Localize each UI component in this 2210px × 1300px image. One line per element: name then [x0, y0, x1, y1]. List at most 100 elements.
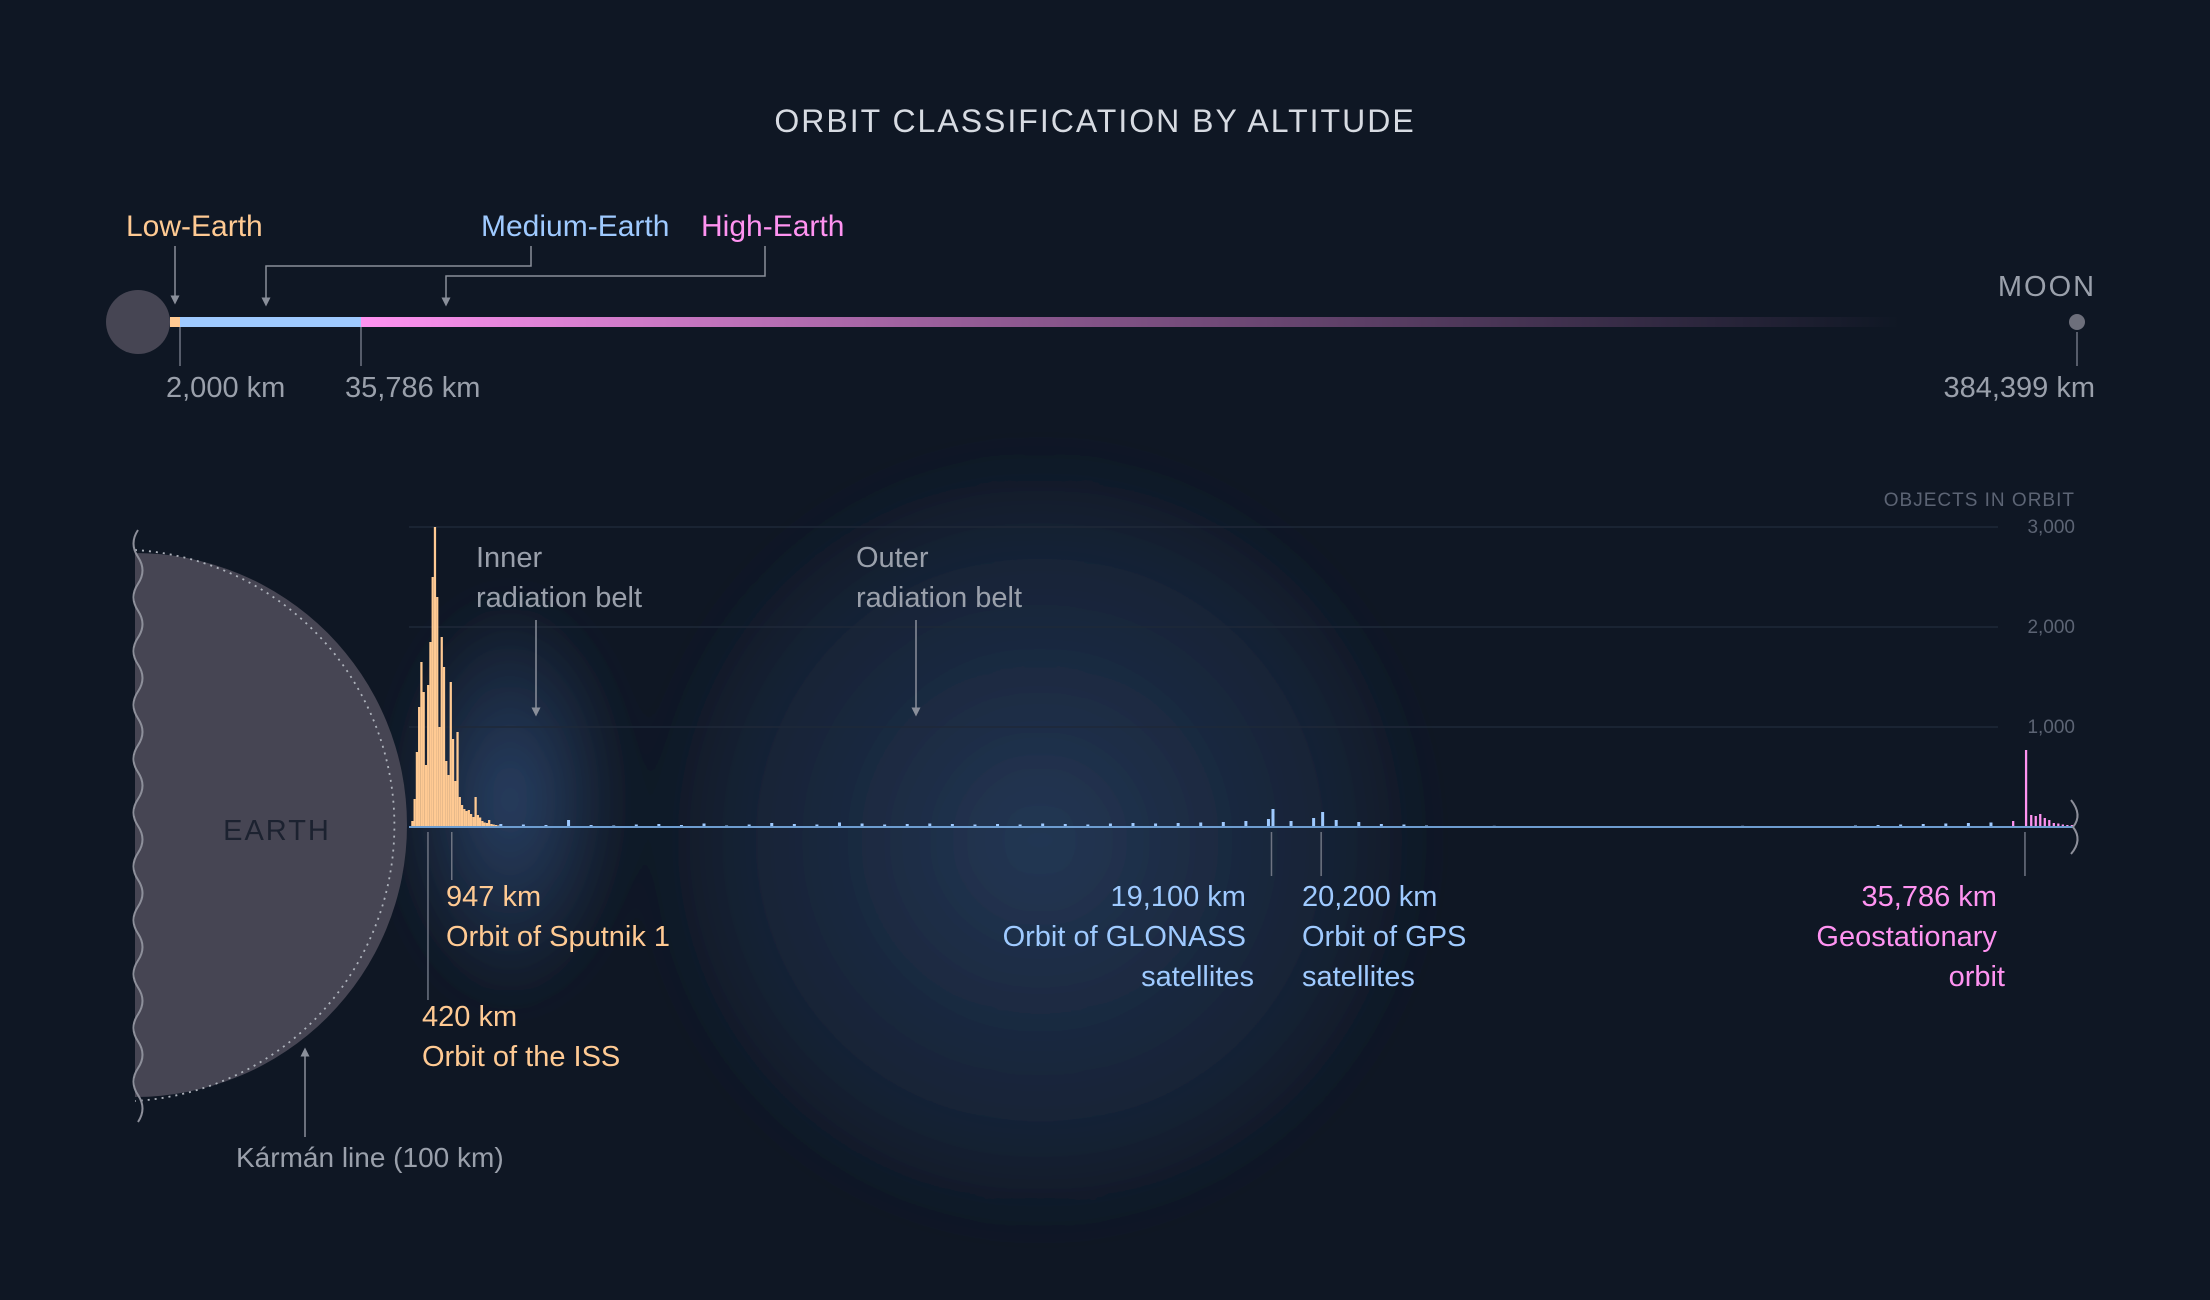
histogram-bar — [1266, 819, 1270, 827]
geo-annotation: 35,786 km Geostationary orbit — [1816, 881, 2005, 993]
chart-title: ORBIT CLASSIFICATION BY ALTITUDE — [774, 103, 1415, 139]
histogram: 1,000 2,000 3,000 OBJECTS IN ORBIT — [409, 490, 2079, 855]
histogram-bar — [1041, 823, 1045, 827]
histogram-bar — [1402, 824, 1406, 827]
inner-belt-label: Inner radiation belt — [476, 542, 642, 614]
histogram-bar — [815, 824, 819, 827]
histogram-bar — [429, 642, 432, 827]
y-tick-label: 1,000 — [2027, 717, 2075, 738]
histogram-bar — [1966, 823, 1970, 827]
histogram-bar — [1989, 822, 1993, 827]
histogram-bar — [928, 823, 932, 827]
histogram-bar — [2030, 815, 2033, 827]
histogram-bar — [1334, 820, 1338, 827]
histogram-bar — [1199, 822, 1203, 827]
histogram-bar — [1944, 823, 1948, 827]
histogram-bar — [481, 821, 484, 827]
y-grid: 1,000 2,000 3,000 — [409, 517, 2075, 738]
histogram-bar — [973, 824, 977, 827]
histogram-bar — [1312, 818, 1316, 827]
histogram-bar — [474, 797, 477, 827]
histogram-bar — [485, 823, 489, 827]
histogram-bar — [1176, 823, 1180, 827]
histogram-bar — [1289, 821, 1293, 827]
moon-label: MOON — [1998, 271, 2096, 303]
histogram-bar — [905, 824, 909, 827]
meo-label: Medium-Earth — [481, 210, 669, 243]
y-tick-label: 2,000 — [2027, 617, 2075, 638]
outer-belt-label: Outer radiation belt — [856, 542, 1022, 614]
histogram-bar — [467, 810, 470, 827]
moon-dot — [2069, 314, 2085, 330]
histogram-bar — [747, 824, 751, 827]
histogram-bar — [445, 761, 448, 827]
histogram-bar — [418, 707, 421, 827]
histogram-bar — [465, 811, 468, 827]
histogram-bar — [2061, 824, 2064, 827]
outer-belt-glow — [640, 440, 1440, 1240]
histogram-bar — [490, 824, 493, 827]
axis-end-bracket — [2070, 799, 2079, 855]
histogram-bar — [460, 805, 464, 827]
histogram-bar — [2012, 821, 2015, 827]
histogram-bar — [436, 597, 439, 827]
histogram-bar — [702, 823, 706, 827]
histogram-bar — [424, 765, 428, 827]
earth-cut-edge — [132, 529, 144, 1123]
heo-segment — [361, 317, 1901, 327]
histogram-bar — [499, 824, 503, 827]
scale-tick-384399: 384,399 km — [1943, 372, 2095, 404]
histogram-bar — [1221, 822, 1225, 827]
histogram-bar — [454, 781, 457, 827]
glonass-annotation: 19,100 km Orbit of GLONASS satellites — [1003, 881, 1254, 993]
histogram-bar — [431, 577, 434, 827]
histogram-bar — [2034, 816, 2037, 827]
histogram-bar — [770, 823, 774, 827]
histogram-bar — [2052, 823, 2055, 827]
histogram-bar — [2057, 823, 2060, 827]
altitude-scale: Low-Earth Medium-Earth High-Earth MOON 2… — [106, 210, 2096, 404]
histogram-bar — [413, 799, 416, 827]
histogram-bar — [463, 809, 466, 827]
histogram-bar — [415, 752, 419, 827]
histogram-bar — [420, 662, 423, 827]
histogram-bar — [2048, 820, 2051, 827]
leo-segment — [170, 317, 180, 327]
histogram-bar — [478, 817, 482, 827]
earth-label: EARTH — [223, 815, 331, 847]
histogram-bar — [996, 824, 1000, 827]
scale-tick-35786: 35,786 km — [345, 372, 480, 404]
histogram-bar — [442, 667, 446, 827]
histogram-bar — [469, 814, 473, 827]
histogram-bar — [634, 824, 638, 827]
histogram-bar — [521, 824, 525, 827]
earth: EARTH Kármán line (100 km) — [132, 529, 504, 1173]
histogram-bar — [1244, 821, 1248, 827]
histogram-bar — [440, 637, 443, 827]
histogram-bar — [476, 815, 479, 827]
annotations: Inner radiation belt Outer radiation bel… — [422, 542, 2026, 1073]
histogram-bar — [950, 824, 954, 827]
histogram-bar — [492, 824, 495, 827]
histogram-bar — [449, 682, 452, 827]
leo-label: Low-Earth — [126, 210, 263, 243]
earth-dot — [106, 290, 170, 354]
histogram-bar — [1086, 824, 1090, 827]
histogram-bar — [883, 824, 887, 827]
histogram-bar — [1018, 824, 1022, 827]
histogram-bar — [1921, 824, 1925, 827]
histogram-bar — [483, 822, 486, 827]
histogram-bar — [1271, 809, 1275, 827]
histogram-bar — [427, 685, 430, 827]
histogram-bar — [447, 775, 450, 827]
histogram-bar — [456, 732, 459, 827]
histogram-bar — [1154, 823, 1158, 827]
histogram-bars — [409, 527, 2073, 827]
earth-disc — [135, 553, 407, 1097]
histogram-bar — [860, 823, 864, 827]
histogram-bar — [2043, 818, 2046, 827]
histogram-bar — [433, 527, 437, 827]
histogram-bar — [2024, 750, 2028, 827]
histogram-bar — [567, 820, 571, 827]
